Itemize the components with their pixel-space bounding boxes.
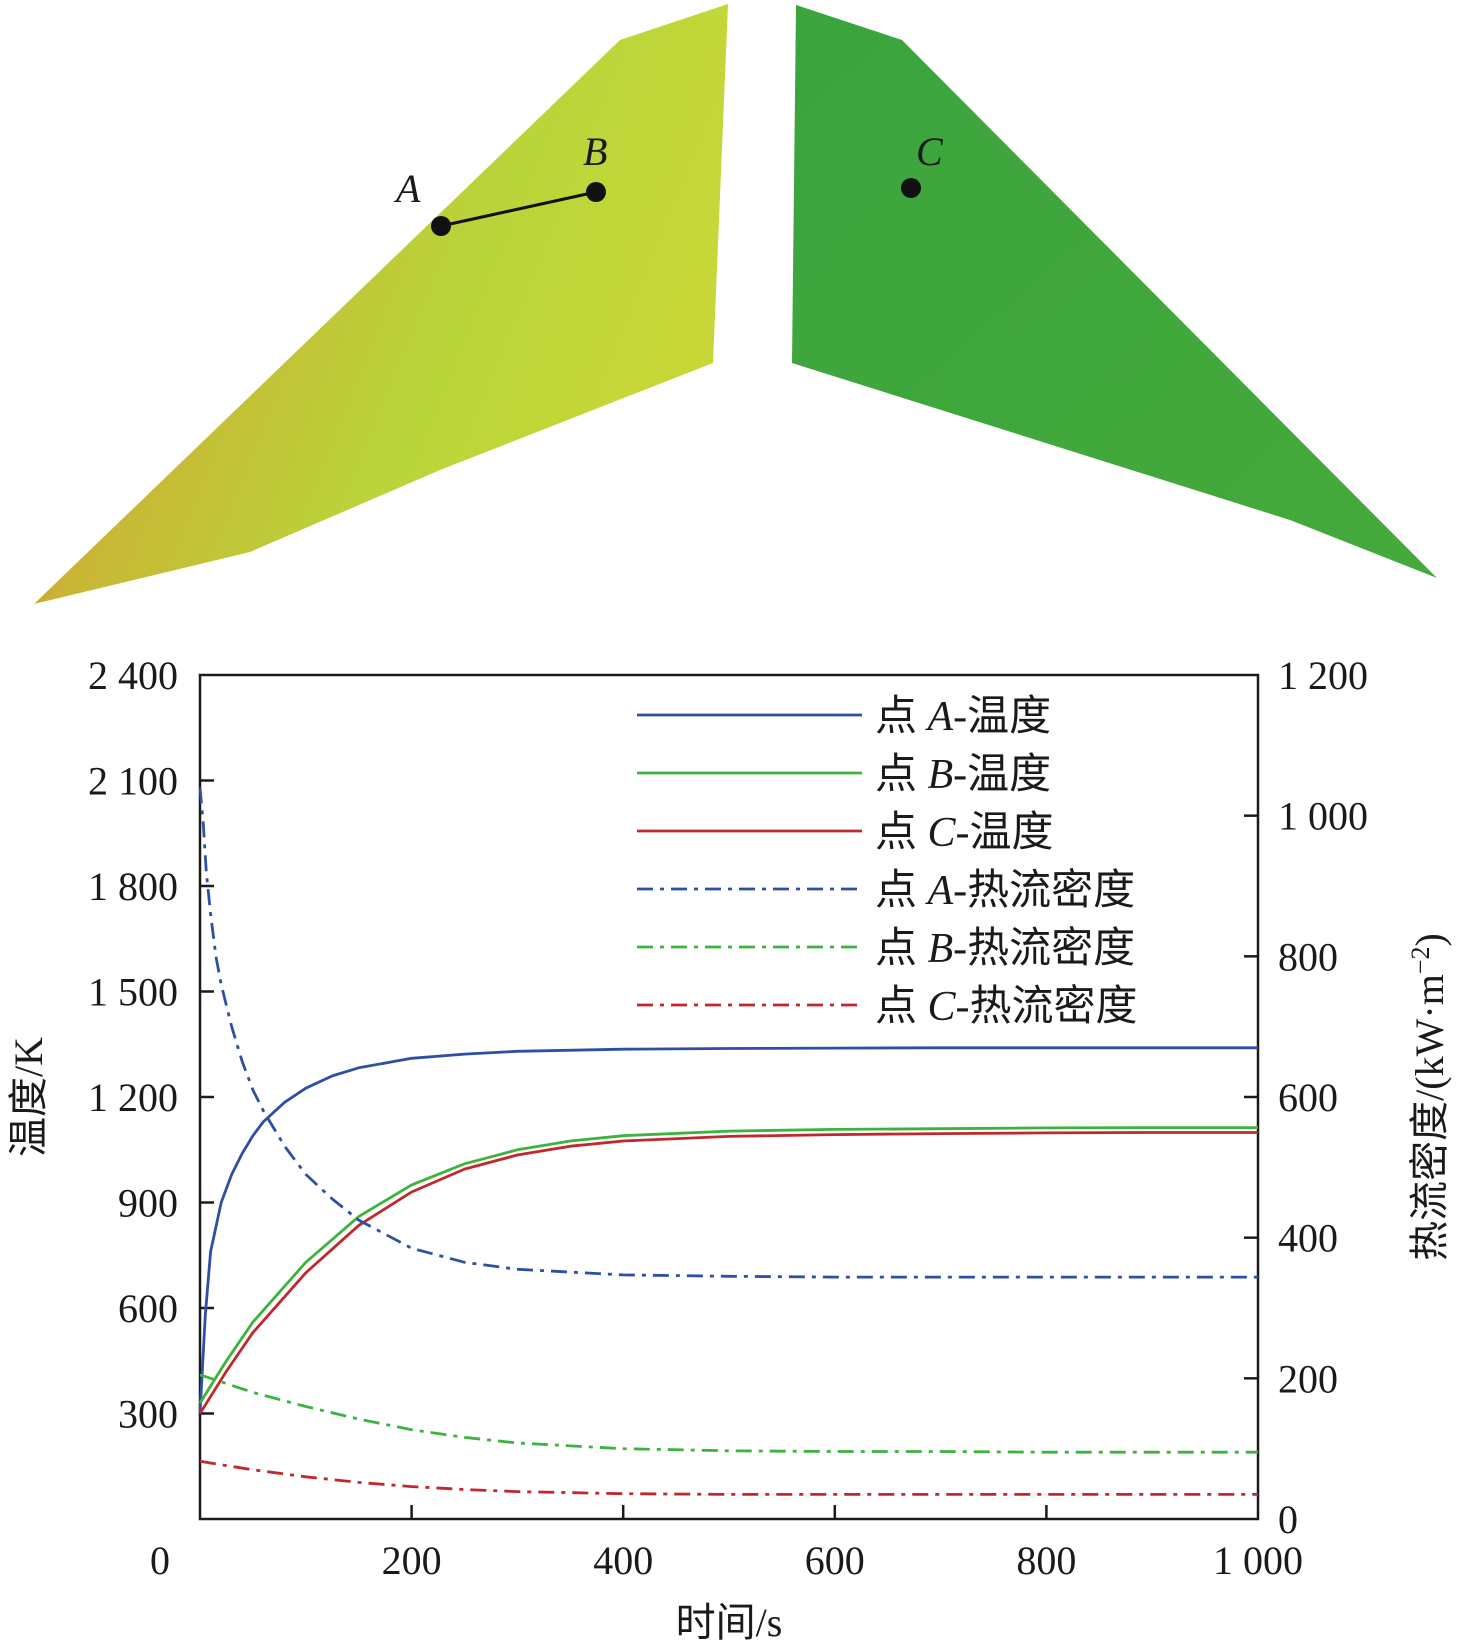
legend-label: 点 C-温度: [875, 810, 1054, 856]
x-tick-label: 400: [593, 1538, 653, 1583]
y-right-tick-label: 600: [1278, 1075, 1338, 1120]
legend-label: 点 C-热流密度: [875, 983, 1138, 1030]
legend-label-point: A: [925, 868, 954, 914]
y-left-tick-label: 1 800: [88, 864, 178, 909]
x-axis-title: 时间/s: [676, 1600, 783, 1642]
legend-label-prefix: 点: [875, 694, 928, 740]
point-b-label: B: [583, 129, 607, 174]
point-c-label: C: [916, 129, 944, 174]
y-right-axis-title: 热流密度/(kW·m−2): [1406, 933, 1452, 1261]
y-right-tick-label: 1 000: [1278, 794, 1368, 839]
legend-label-suffix: -热流密度: [953, 867, 1135, 914]
y-right-tick-label: 400: [1278, 1216, 1338, 1261]
y-left-tick-label: 300: [118, 1392, 178, 1437]
wing-diagram: A B C: [34, 4, 1437, 604]
legend-label-suffix: -温度: [953, 694, 1051, 740]
legend-label-point: A: [925, 694, 954, 740]
legend-label-suffix: -温度: [953, 752, 1051, 798]
x-tick-label: 0: [150, 1538, 170, 1583]
legend-label: 点 B-热流密度: [875, 925, 1135, 972]
point-a-label: A: [393, 166, 421, 211]
legend-label-prefix: 点: [875, 810, 928, 856]
y-left-tick-label: 2 400: [88, 653, 178, 698]
legend-label-point: B: [928, 926, 954, 972]
series-line-c-heat-flux: [199, 1459, 1258, 1496]
legend-label-point: C: [928, 810, 957, 856]
point-c-marker: [901, 178, 921, 198]
legend-label-prefix: 点: [875, 868, 928, 914]
right-wing-surface: [792, 5, 1437, 578]
point-b-marker: [586, 182, 606, 202]
y-right-tick-label: 1 200: [1278, 653, 1368, 698]
tick-layer: 0 200 400 600 800 1 000 300 600 900 1 200 1 500 1 8…: [88, 653, 1368, 1583]
series-line-a-temperature: [198, 1046, 1258, 1414]
legend-label-point: B: [928, 752, 954, 798]
y-left-tick-label: 900: [118, 1181, 178, 1226]
series-layer: [198, 787, 1258, 1496]
y-right-tick-label: 0: [1278, 1497, 1298, 1542]
legend-label: 点 B-温度: [875, 752, 1051, 798]
point-a-marker: [431, 216, 451, 236]
legend-label-point: C: [928, 984, 957, 1030]
y-left-axis-title: 温度/K: [6, 1037, 51, 1157]
legend-label-suffix: -热流密度: [956, 983, 1138, 1030]
left-wing-surface: [34, 4, 728, 604]
legend-label-suffix: -热流密度: [953, 925, 1135, 972]
y-left-tick-label: 600: [118, 1286, 178, 1331]
legend-label: 点 A-温度: [875, 694, 1051, 740]
y-right-tick-label: 200: [1278, 1356, 1338, 1401]
x-tick-label: 200: [382, 1538, 442, 1583]
legend-label: 点 A-热流密度: [875, 867, 1135, 914]
series-line-c-temperature: [198, 1131, 1258, 1415]
series-line-b-heat-flux: [199, 1373, 1258, 1454]
line-a-b: [440, 190, 597, 228]
y-right-title-sup: −2: [1406, 947, 1435, 975]
series-line-b-temperature: [198, 1126, 1258, 1404]
legend-label-prefix: 点: [875, 984, 928, 1030]
plot-frame: [198, 673, 1260, 1521]
x-tick-label: 800: [1016, 1538, 1076, 1583]
x-tick-label: 1 000: [1213, 1538, 1303, 1583]
y-left-tick-label: 1 200: [88, 1075, 178, 1120]
x-tick-label: 600: [805, 1538, 865, 1583]
y-right-title-main: 热流密度/(kW·m: [1407, 974, 1452, 1261]
y-right-title-close: ): [1407, 933, 1452, 946]
series-line-a-heat-flux: [198, 787, 1258, 1279]
legend-label-prefix: 点: [875, 752, 928, 798]
y-right-tick-label: 800: [1278, 934, 1338, 979]
chart: 0 200 400 600 800 1 000 300 600 900 1 200 1 500 1 8…: [6, 653, 1452, 1642]
y-left-tick-label: 2 100: [88, 759, 178, 804]
y-left-tick-label: 1 500: [88, 970, 178, 1015]
legend-label-prefix: 点: [875, 926, 928, 972]
legend-label-suffix: -温度: [956, 810, 1054, 856]
